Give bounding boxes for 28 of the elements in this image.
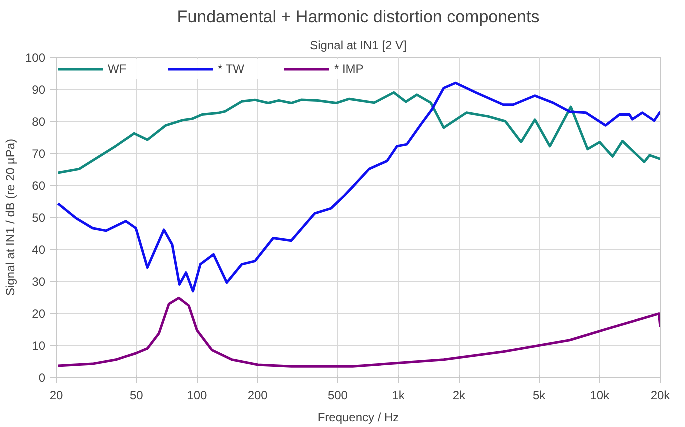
x-tick-label: 20k [650, 388, 672, 402]
x-tick-label: 10k [590, 388, 611, 402]
x-tick-label: 5k [532, 388, 547, 402]
chart-title: Fundamental + Harmonic distortion components [177, 8, 540, 26]
y-tick-label: 20 [32, 307, 46, 321]
y-tick-label: 70 [32, 147, 46, 161]
y-tick-label: 50 [32, 211, 46, 225]
y-tick-label: 0 [38, 371, 46, 385]
y-tick-label: 40 [32, 243, 46, 257]
x-axis-title: Frequency / Hz [318, 410, 400, 424]
x-tick-label: 500 [328, 388, 348, 402]
x-tick-label: 50 [130, 388, 144, 402]
y-tick-label: 30 [32, 275, 46, 289]
legend-label: WF [108, 62, 128, 76]
x-tick-label: 1k [392, 388, 406, 402]
y-tick-label: 10 [32, 339, 46, 353]
y-axis-title: Signal at IN1 / dB (re 20 µPa) [3, 138, 18, 296]
x-tick-label: 200 [248, 388, 268, 402]
x-tick-label: 100 [187, 388, 208, 402]
y-tick-label: 90 [32, 83, 46, 97]
legend-label: * IMP [334, 62, 364, 76]
x-tick-label: 2k [452, 388, 467, 402]
y-tick-label: 80 [32, 115, 46, 129]
y-tick-label: 100 [25, 51, 46, 65]
x-tick-label: 20 [50, 388, 64, 402]
chart-subtitle: Signal at IN1 [2 V] [310, 38, 407, 52]
legend-label: * TW [218, 62, 244, 76]
y-tick-label: 60 [32, 179, 46, 193]
